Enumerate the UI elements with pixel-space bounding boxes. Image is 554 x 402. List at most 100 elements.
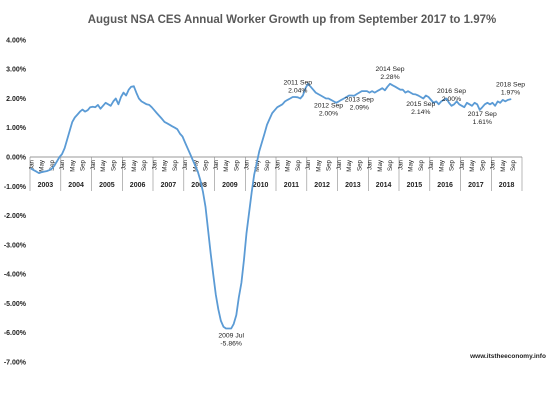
y-axis: 4.00% 3.00% 2.00% 1.00% 0.00% -1.00% -2.00% -3.… [4, 37, 27, 366]
y-tick-label: -5.00% [4, 301, 27, 308]
annotation-label: 2017 Sep [468, 111, 497, 118]
month-tick-label: Jan [59, 159, 66, 170]
credit-text: www.itstheeconomy.info [469, 353, 546, 360]
month-tick-label: Jan [90, 159, 97, 170]
year-label: 2007 [161, 182, 177, 189]
year-label: 2003 [38, 182, 54, 189]
year-label: 2012 [314, 182, 330, 189]
y-tick-label: -4.00% [4, 272, 27, 279]
year-label: 2016 [437, 182, 453, 189]
annotation-value: 2.00% [442, 96, 461, 103]
year-label: 2014 [376, 182, 392, 189]
month-tick-label: May [69, 159, 76, 172]
month-tick-label: Jan [28, 159, 35, 170]
y-tick-label: -1.00% [4, 184, 27, 191]
month-tick-label: Sep [49, 159, 56, 171]
year-label: 2005 [99, 182, 115, 189]
month-tick-label: May [285, 159, 292, 172]
annotation-value: 2.04% [288, 87, 307, 94]
year-label: 2004 [68, 182, 84, 189]
annotation-value: 2.28% [380, 74, 399, 81]
series-line [30, 82, 512, 330]
month-tick-label: Sep [172, 159, 179, 171]
month-tick-label: Sep [356, 159, 363, 171]
annotation-label: 2014 Sep [375, 66, 404, 73]
month-tick-label: Sep [479, 159, 486, 171]
month-tick-label: May [254, 159, 261, 172]
annotation-value: 1.61% [473, 119, 492, 126]
year-label: 2009 [222, 182, 238, 189]
y-tick-label: 1.00% [6, 125, 27, 132]
y-tick-label: -6.00% [4, 330, 27, 337]
month-tick-label: Sep [449, 159, 456, 171]
month-tick-label: Sep [387, 159, 394, 171]
annotation-label: 2011 Sep [283, 79, 312, 86]
month-tick-label: Jan [336, 159, 343, 170]
month-tick-label: Jan [305, 159, 312, 170]
month-tick-label: May [469, 159, 476, 172]
year-label: 2018 [499, 182, 515, 189]
year-label: 2013 [345, 182, 361, 189]
month-tick-label: Sep [141, 159, 148, 171]
y-tick-label: -7.00% [4, 359, 27, 366]
year-label: 2017 [468, 182, 484, 189]
month-tick-label: May [131, 159, 138, 172]
month-tick-label: Jan [274, 159, 281, 170]
month-tick-label: Jan [490, 159, 497, 170]
series-group [30, 82, 512, 330]
month-tick-label: May [500, 159, 507, 172]
month-tick-label: Jan [121, 159, 128, 170]
month-tick-label: Jan [397, 159, 404, 170]
month-tick-label: Jan [244, 159, 251, 170]
year-label: 2006 [130, 182, 146, 189]
y-tick-label: 2.00% [6, 96, 27, 103]
month-tick-label: May [100, 159, 107, 172]
month-tick-label: Jan [367, 159, 374, 170]
y-tick-label: -3.00% [4, 242, 27, 249]
year-label: 2015 [407, 182, 423, 189]
month-tick-label: Jan [459, 159, 466, 170]
year-label: 2010 [253, 182, 269, 189]
annotation-label: 2013 Sep [345, 97, 374, 104]
month-tick-label: Sep [110, 159, 117, 171]
annotation-label: 2012 Sep [314, 103, 343, 110]
month-tick-label: May [39, 159, 46, 172]
year-label: 2008 [191, 182, 207, 189]
annotation-value: -5.86% [220, 341, 242, 348]
month-tick-label: May [315, 159, 322, 172]
month-tick-label: Sep [80, 159, 87, 171]
month-tick-label: Sep [203, 159, 210, 171]
month-tick-label: Sep [233, 159, 240, 171]
annotation-label: 2015 Sep [406, 101, 435, 108]
annotation-label: 2009 Jul [218, 333, 244, 340]
year-label: 2011 [284, 182, 299, 189]
annotation-label: 2018 Sep [496, 81, 525, 88]
month-tick-label: May [377, 159, 384, 172]
month-tick-label: May [223, 159, 230, 172]
month-tick-label: Sep [418, 159, 425, 171]
month-tick-label: May [438, 159, 445, 172]
y-tick-label: 4.00% [6, 37, 27, 44]
annotation-label: 2016 Sep [437, 88, 466, 95]
month-tick-label: May [346, 159, 353, 172]
annotation-value: 2.00% [319, 111, 338, 118]
annotation-value: 2.14% [411, 109, 430, 116]
month-tick-label: Jan [213, 159, 220, 170]
month-tick-label: Sep [326, 159, 333, 171]
y-tick-label: 0.00% [6, 155, 27, 162]
month-tick-label: Jan [428, 159, 435, 170]
month-tick-label: Jan [182, 159, 189, 170]
month-tick-label: May [408, 159, 415, 172]
month-tick-label: Sep [264, 159, 271, 171]
month-tick-label: May [162, 159, 169, 172]
chart-title: August NSA CES Annual Worker Growth up f… [88, 14, 497, 26]
month-tick-label: Sep [510, 159, 517, 171]
y-tick-label: -2.00% [4, 213, 27, 220]
y-tick-label: 3.00% [6, 67, 27, 74]
annotation-value: 1.97% [501, 89, 520, 96]
month-tick-label: Jan [151, 159, 158, 170]
